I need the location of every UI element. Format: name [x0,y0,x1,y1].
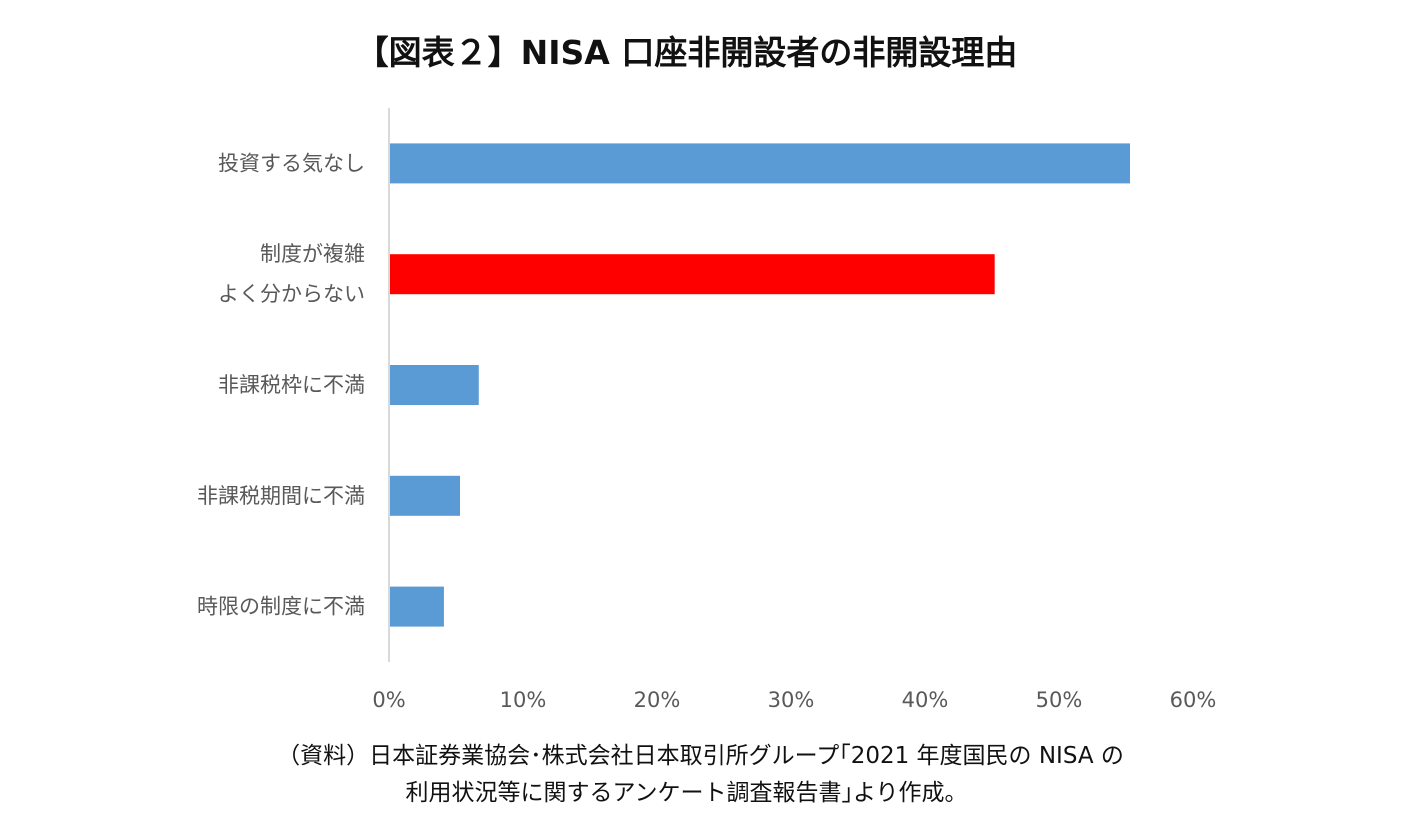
source-note: （資料）日本証券業協会･株式会社日本取引所グループ｢2021 年度国民の NIS… [0,738,1417,812]
x-tick-label-30: 30% [768,688,815,712]
category-label-3: 非課税枠に不満 [218,373,365,397]
x-tick-label-20: 20% [634,688,681,712]
bar-3 [390,365,479,405]
x-tick-label-60: 60% [1170,688,1217,712]
x-tick-labels-group: 0% 10% 20% 30% 40% 50% 60% [372,688,1216,712]
source-line-2: 利用状況等に関するアンケート調査報告書｣より作成。 [405,780,968,806]
chart-title: 【図表２】NISA 口座非開設者の非開設理由 [0,26,1417,74]
x-tick-label-40: 40% [902,688,949,712]
x-tick-label-50: 50% [1036,688,1083,712]
category-label-2-line-2: よく分からない [218,282,365,306]
source-line-1: （資料）日本証券業協会･株式会社日本取引所グループ｢2021 年度国民の NIS… [277,743,1124,769]
chart-title-text: 【図表２】NISA 口座非開設者の非開設理由 [355,33,1018,72]
bars-group [390,143,1131,627]
bar-1 [390,143,1131,184]
bar-5 [390,586,444,627]
category-label-4: 非課税期間に不満 [197,484,365,508]
x-tick-label-0: 0% [372,688,405,712]
category-label-1: 投資する気なし [218,151,365,175]
bar-4 [390,475,461,516]
category-label-2-line-1: 制度が複雑 [260,242,365,266]
bar-2 [390,254,995,295]
category-labels-group: 投資する気なし制度が複雑よく分からない非課税枠に不満非課税期間に不満時限の制度に… [197,151,365,618]
x-tick-label-10: 10% [500,688,547,712]
category-label-5: 時限の制度に不満 [197,595,365,619]
